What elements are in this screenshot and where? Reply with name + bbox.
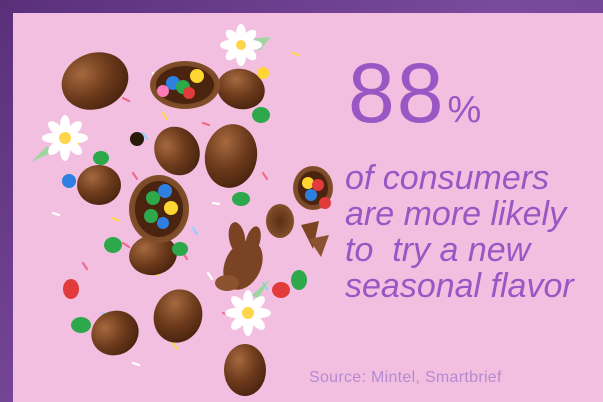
stat-value: 88 [348,46,446,140]
stat-percent-sign: % [447,89,484,131]
infographic-panel: 88% of consumers are more likely to try … [13,13,603,402]
stat-description: of consumers are more likely to try a ne… [345,160,603,304]
stat-description-line: to try a new [345,231,531,269]
stat-description-line: seasonal flavor [345,267,574,305]
source-citation: Source: Mintel, Smartbrief [309,369,502,386]
flower-icons [31,24,271,336]
stat-number: 88% [348,51,483,135]
chocolate-bunny-icon [215,222,263,291]
half-eggs-with-candies [129,61,333,257]
candies [62,67,331,333]
chocolate-eggs-icon [31,24,333,396]
chocolate-eggs [61,52,266,396]
stat-description-line: are more likely [345,195,567,233]
stat-description-line: of consumers [345,159,550,197]
